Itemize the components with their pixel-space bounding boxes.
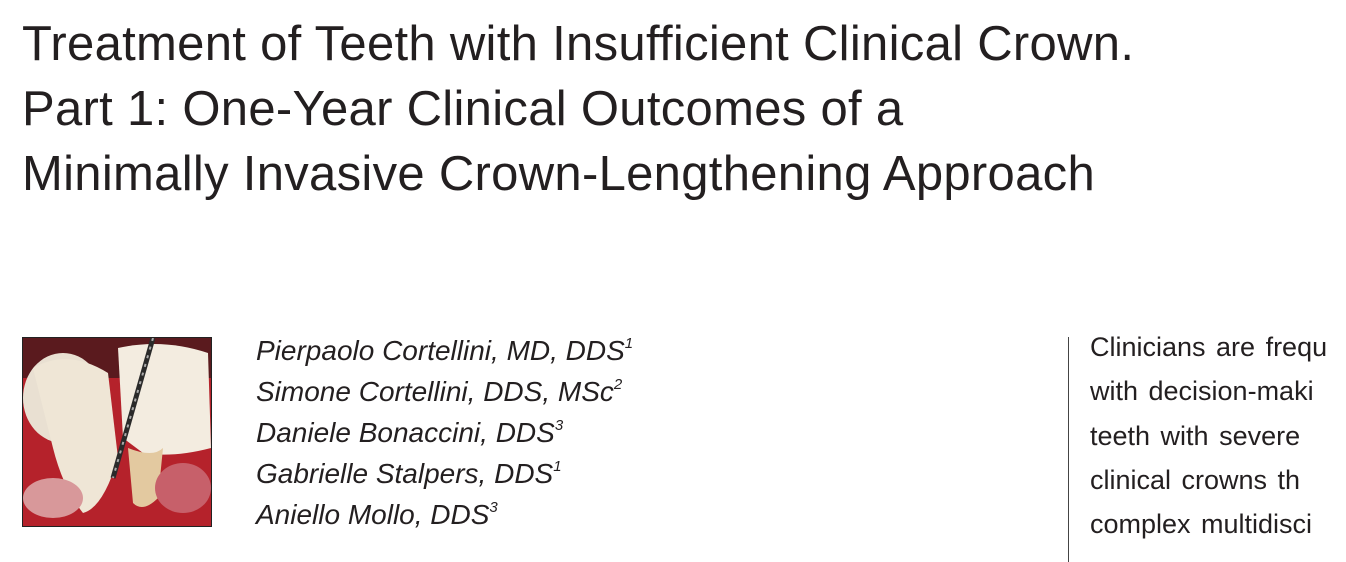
abstract-line: with decision-maki bbox=[1090, 376, 1314, 407]
abstract-line: teeth with severe bbox=[1090, 420, 1301, 451]
author-list: Pierpaolo Cortellini, MD, DDS1 Simone Co… bbox=[256, 330, 633, 535]
affiliation-mark: 2 bbox=[613, 376, 623, 393]
author-name: Pierpaolo Cortellini, MD, DDS bbox=[256, 335, 625, 366]
affiliation-mark: 1 bbox=[624, 335, 634, 352]
title-line: Minimally Invasive Crown-Lengthening App… bbox=[22, 147, 1096, 201]
author-name: Aniello Mollo, DDS bbox=[256, 499, 490, 530]
abstract: Clinicians are frequ with decision-maki … bbox=[1090, 325, 1346, 546]
author-name: Daniele Bonaccini, DDS bbox=[256, 417, 555, 448]
abstract-line: clinical crowns th bbox=[1090, 464, 1301, 495]
title-line: Treatment of Teeth with Insufficient Cli… bbox=[22, 17, 1135, 71]
title-line: Part 1: One-Year Clinical Outcomes of a bbox=[22, 82, 904, 136]
column-rule bbox=[1068, 337, 1069, 562]
author: Aniello Mollo, DDS3 bbox=[256, 494, 633, 535]
affiliation-mark: 1 bbox=[553, 458, 562, 475]
author-name: Gabrielle Stalpers, DDS bbox=[256, 458, 554, 489]
abstract-line: Clinicians are frequ bbox=[1090, 332, 1328, 362]
author: Daniele Bonaccini, DDS3 bbox=[256, 412, 633, 453]
photo-drawing bbox=[23, 338, 211, 526]
author: Pierpaolo Cortellini, MD, DDS1 bbox=[256, 330, 633, 371]
author: Gabrielle Stalpers, DDS1 bbox=[256, 453, 633, 494]
abstract-line: complex multidisci bbox=[1090, 509, 1313, 540]
author-name: Simone Cortellini, DDS, MSc bbox=[256, 376, 614, 407]
author: Simone Cortellini, DDS, MSc2 bbox=[256, 371, 633, 412]
affiliation-mark: 3 bbox=[489, 499, 498, 516]
clinical-photo bbox=[22, 337, 212, 527]
affiliation-mark: 3 bbox=[554, 417, 564, 434]
article-title: Treatment of Teeth with Insufficient Cli… bbox=[22, 12, 1134, 207]
